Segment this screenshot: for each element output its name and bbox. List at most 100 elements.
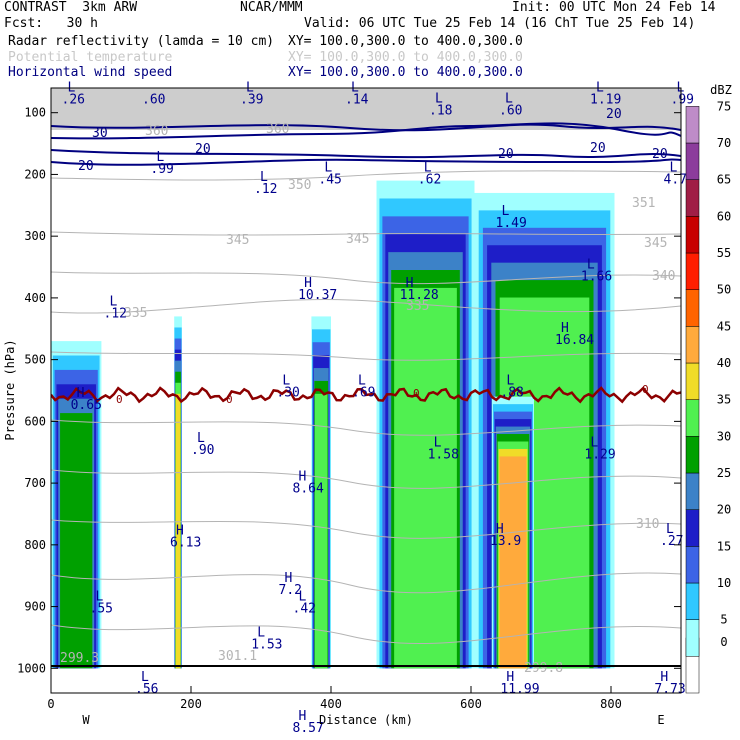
reflectivity-shell — [60, 413, 93, 669]
x-tick-label: 0 — [47, 697, 54, 711]
extremum-marker: L.39 — [240, 80, 263, 107]
extremum-marker: L.12 — [104, 295, 127, 322]
extremum-marker: L.14 — [345, 80, 369, 107]
extremum-type: L — [299, 590, 307, 605]
extremum-type: L — [197, 431, 205, 446]
colorbar-swatch — [685, 142, 700, 180]
extremum-value: .60 — [499, 104, 522, 119]
colorbar-label: 50 — [717, 283, 731, 297]
theta-label: 351 — [632, 196, 655, 211]
freezing-level-line — [51, 386, 681, 404]
valid-time: Valid: 06 UTC Tue 25 Feb 14 (16 ChT Tue … — [304, 16, 696, 31]
extremum-type: L — [424, 161, 432, 176]
freezing-level-label: 0 — [226, 393, 233, 406]
plot-frame — [50, 87, 682, 694]
freezing-level-label: 0 — [642, 383, 649, 396]
extremum-value: 8.64 — [293, 481, 324, 496]
extremum-value: .90 — [191, 443, 214, 458]
extremum-value: 8.57 — [293, 721, 324, 736]
theta-label: 299.3 — [60, 651, 99, 666]
extremum-value: .69 — [352, 386, 375, 401]
extremum-marker: L.18 — [429, 92, 452, 119]
extremum-marker: L1.53 — [251, 626, 282, 653]
extremum-type: L — [358, 374, 366, 389]
field-xy-theta: XY= 100.0,300.0 to 400.0,300.0 — [288, 50, 523, 65]
theta-line — [51, 299, 681, 314]
theta-line — [51, 170, 681, 181]
theta-label: 360 — [266, 122, 289, 137]
freezing-level-label: 0 — [413, 387, 420, 400]
extremum-marker: H10.37 — [298, 276, 337, 303]
extremum-type: L — [505, 92, 513, 107]
freezing-level-label: 0 — [116, 393, 123, 406]
extremum-value: .26 — [62, 92, 85, 107]
wind-contour-label: 20 — [652, 147, 668, 162]
wind-contour — [51, 158, 681, 166]
extremum-type: H — [506, 670, 514, 685]
extremum-value: 6.13 — [170, 536, 201, 551]
extremum-type: H — [496, 522, 504, 537]
extremum-marker: .60 — [142, 92, 165, 107]
theta-line — [51, 469, 681, 489]
extremum-value: .27 — [660, 534, 683, 549]
extremum-type: H — [77, 386, 85, 401]
extremum-type: L — [324, 161, 332, 176]
extremum-value: .18 — [429, 104, 452, 119]
extremum-value: .12 — [104, 307, 127, 322]
colorbar-swatch — [685, 106, 700, 144]
field-xy-reflectivity: XY= 100.0,300.0 to 400.0,300.0 — [288, 34, 523, 49]
extremum-type: H — [304, 276, 312, 291]
colorbar-swatch — [685, 582, 700, 620]
theta-line — [51, 271, 681, 285]
extremum-marker: L.99 — [150, 150, 173, 177]
extremum-value: 1.66 — [581, 270, 612, 285]
freezing-level-labels: 0 0 0 0 — [116, 383, 649, 406]
extremum-type: L — [260, 170, 268, 185]
extremum-value: .88 — [500, 386, 523, 401]
colorbar-swatch — [685, 326, 700, 364]
colorbar-label: 40 — [717, 356, 731, 370]
field-name-wind: Horizontal wind speed — [8, 65, 173, 80]
y-axis-label: Pressure (hPa) — [3, 339, 17, 440]
forecast-hour: Fcst: 30 h — [4, 16, 98, 31]
extremum-type: H — [660, 670, 668, 685]
extremum-value: .30 — [276, 386, 299, 401]
extremum-value: 1.29 — [584, 447, 615, 462]
extremum-marker: L1.49 — [496, 204, 527, 231]
extremum-type: H — [299, 709, 307, 724]
extremum-marker: L.99 — [671, 80, 694, 107]
extremum-type: L — [670, 161, 678, 176]
theta-label: 340 — [652, 269, 675, 284]
colorbar-swatch — [685, 362, 700, 400]
extremum-type: H — [561, 321, 569, 336]
extremum-marker: L.42 — [293, 590, 316, 617]
wind-contour — [51, 122, 681, 140]
extremum-value: 1.58 — [428, 447, 459, 462]
extremum-marker: L.12 — [254, 170, 277, 197]
extremum-marker: H7.2 — [279, 571, 302, 598]
theta-line — [51, 351, 681, 361]
y-tick-label: 200 — [24, 167, 46, 181]
extremum-value: .56 — [135, 682, 158, 697]
colorbar-label: 65 — [717, 173, 731, 187]
extremum-value: .12 — [254, 182, 277, 197]
extremum-value: .39 — [240, 92, 263, 107]
extremum-marker: L.45 — [318, 161, 341, 188]
theta-label: 301.1 — [218, 649, 257, 664]
y-tick-label: 800 — [24, 538, 46, 552]
colorbar-label: 25 — [717, 466, 731, 480]
colorbar-label: 60 — [717, 209, 731, 223]
colorbar-label: 35 — [717, 393, 731, 407]
extremum-marker: L1.29 — [584, 435, 615, 462]
extremum-type: H — [299, 469, 307, 484]
x-axis-label: Distance (km) — [319, 713, 413, 727]
theta-label: 360 — [145, 124, 168, 139]
extremum-type: L — [590, 435, 598, 450]
extremum-marker: L.60 — [499, 92, 522, 119]
extremum-type: H — [285, 571, 293, 586]
extremum-value: .99 — [671, 92, 694, 107]
extremum-value: .45 — [318, 173, 341, 188]
extremum-type: L — [141, 670, 149, 685]
